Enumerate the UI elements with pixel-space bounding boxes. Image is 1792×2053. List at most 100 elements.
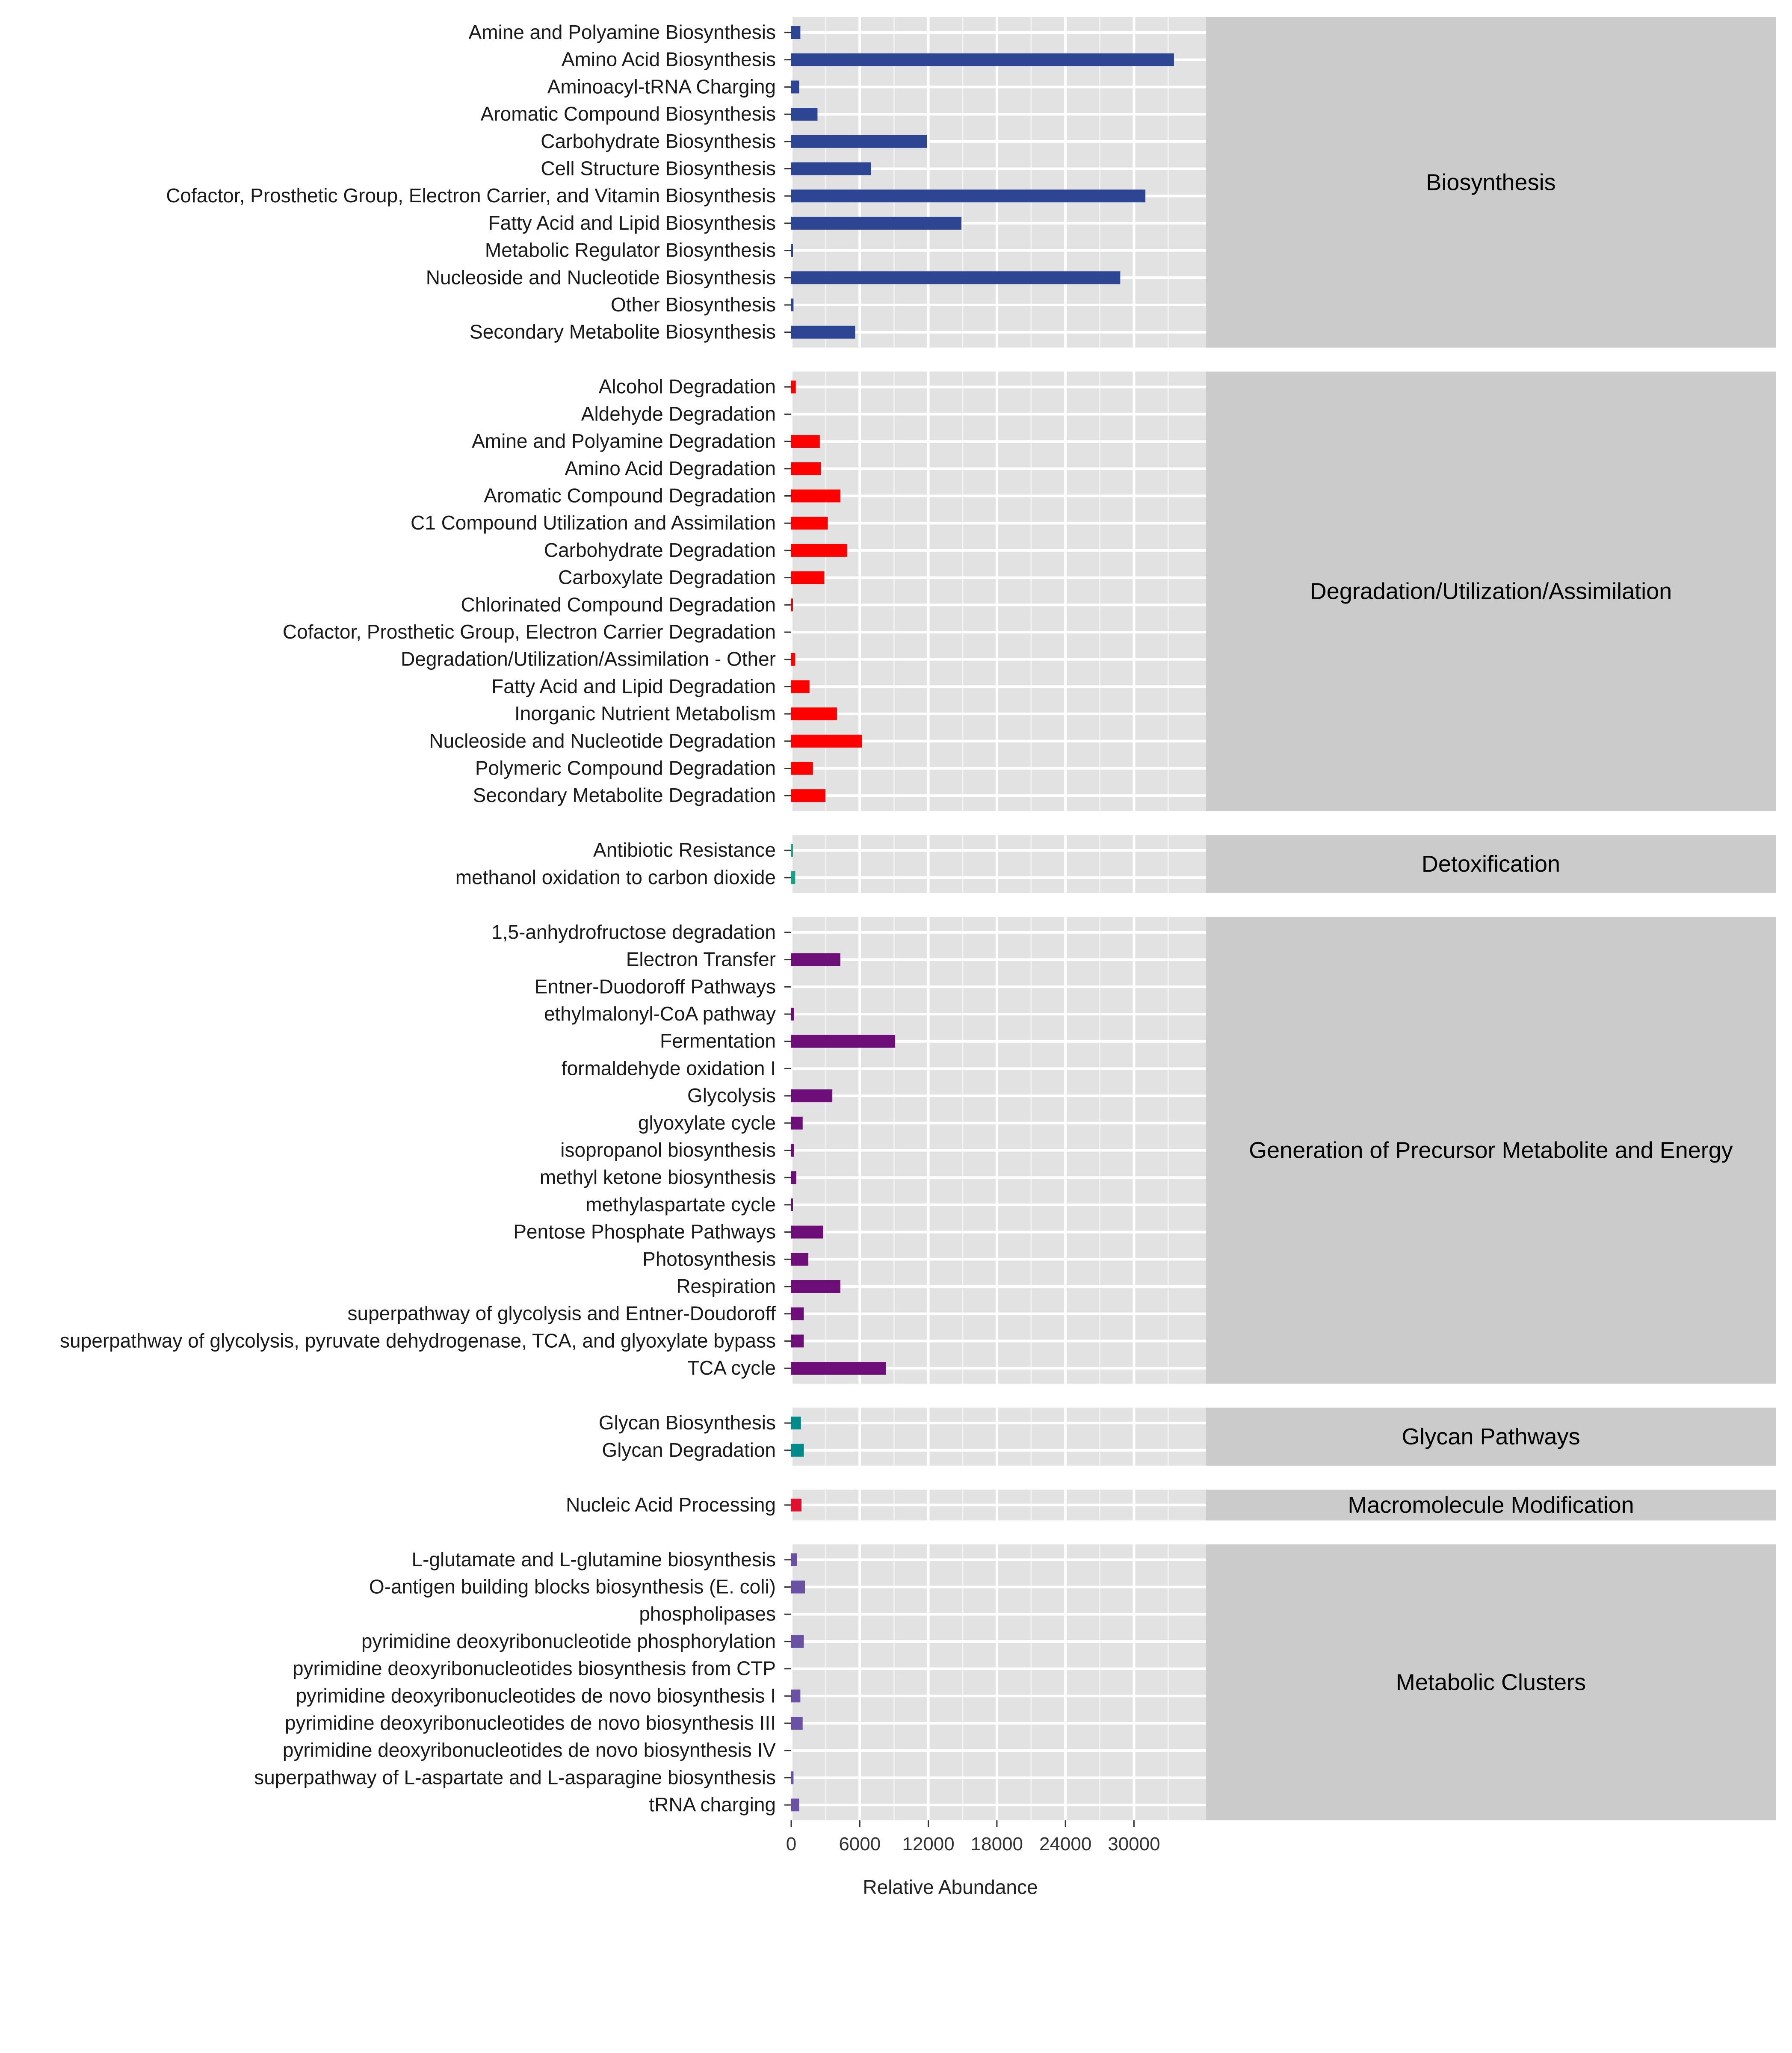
category-label: methyl ketone biosynthesis (540, 1166, 776, 1188)
category-label: Inorganic Nutrient Metabolism (515, 702, 776, 725)
x-tick-label: 0 (786, 1834, 796, 1855)
x-axis-title: Relative Abundance (863, 1876, 1038, 1898)
bar (791, 517, 828, 530)
bar (791, 1362, 886, 1375)
facet-panels: Biosynthesis Amine and Polyamine Biosynth… (60, 17, 1776, 1821)
bar (791, 80, 799, 94)
category-label: Aromatic Compound Biosynthesis (481, 103, 776, 125)
panel-background (791, 17, 1206, 348)
bar (791, 1717, 803, 1730)
category-label: formaldehyde oxidation I (562, 1057, 776, 1079)
category-label: Nucleoside and Nucleotide Biosynthesis (426, 266, 776, 288)
category-label: Electron Transfer (626, 948, 776, 970)
category-label: Photosynthesis (642, 1248, 776, 1270)
bar (791, 1008, 794, 1021)
category-label: phospholipases (639, 1603, 776, 1625)
bar (791, 216, 962, 230)
category-label: methanol oxidation to carbon dioxide (455, 866, 776, 888)
facet-strip-label: Detoxification (1422, 851, 1560, 877)
facet-strip-label: Degradation/Utilization/Assimilation (1310, 578, 1672, 604)
bar (791, 1580, 805, 1594)
category-label: Secondary Metabolite Degradation (473, 784, 776, 806)
bar (791, 762, 813, 775)
facet-strip (1206, 917, 1776, 1384)
facet-strip-label: Biosynthesis (1426, 169, 1555, 195)
category-label: Other Biosynthesis (611, 293, 776, 316)
bar (791, 844, 793, 857)
facet-panel: Detoxification Antibiotic Resistance metha… (455, 835, 1776, 893)
bar (791, 462, 821, 475)
category-label: Amino Acid Biosynthesis (562, 48, 776, 71)
facet-strip (1206, 1544, 1776, 1821)
bar (791, 189, 1146, 203)
category-label: Polymeric Compound Degradation (475, 757, 776, 779)
facet-panel: Generation of Precursor Metabolite and E… (60, 917, 1776, 1384)
bar (791, 871, 795, 884)
category-label: Pentose Phosphate Pathways (513, 1221, 776, 1243)
category-label: isopropanol biosynthesis (560, 1139, 776, 1161)
bar (791, 1799, 799, 1812)
facet-strip-label: Glycan Pathways (1402, 1424, 1580, 1450)
category-label: Metabolic Regulator Biosynthesis (485, 239, 776, 261)
x-tick-label: 12000 (902, 1834, 954, 1855)
category-label: Amine and Polyamine Degradation (472, 430, 776, 452)
category-label: Fatty Acid and Lipid Degradation (491, 675, 776, 697)
bar (791, 135, 927, 148)
category-label: Glycolysis (687, 1084, 776, 1106)
category-label: pyrimidine deoxyribonucleotides de novo … (285, 1712, 776, 1734)
bar (791, 380, 796, 393)
category-label: Carbohydrate Degradation (544, 539, 776, 561)
category-label: Respiration (676, 1275, 776, 1297)
bar (791, 26, 801, 39)
bar (791, 680, 810, 693)
facet-panel: Degradation/Utilization/Assimilation Alco… (283, 371, 1776, 811)
bar (791, 1144, 794, 1157)
category-label: Chlorinated Compound Degradation (461, 593, 776, 615)
x-tick-label: 30000 (1108, 1834, 1160, 1855)
category-label: Secondary Metabolite Biosynthesis (470, 321, 776, 343)
category-label: glyoxylate cycle (638, 1112, 776, 1134)
category-label: superpathway of L-aspartate and L-aspara… (254, 1766, 776, 1788)
panel-background (791, 835, 1206, 893)
category-label: Glycan Degradation (602, 1439, 776, 1461)
category-label: Cell Structure Biosynthesis (541, 157, 776, 180)
category-label: pyrimidine deoxyribonucleotide phosphory… (361, 1630, 776, 1652)
category-label: pyrimidine deoxyribonucleotides biosynth… (293, 1657, 776, 1680)
facet-strip-label: Metabolic Clusters (1396, 1669, 1586, 1695)
category-label: 1,5-anhydrofructose degradation (491, 921, 776, 943)
bar (791, 1035, 896, 1048)
bar (791, 1253, 809, 1266)
category-label: Amine and Polyamine Biosynthesis (469, 21, 776, 43)
category-label: Fermentation (660, 1030, 776, 1052)
category-label: Carbohydrate Biosynthesis (541, 130, 776, 152)
category-label: Entner-Duodoroff Pathways (535, 975, 776, 997)
x-tick-label: 18000 (971, 1834, 1023, 1855)
facet-panel: Biosynthesis Amine and Polyamine Biosynth… (166, 17, 1776, 348)
facet-strip (1206, 17, 1776, 348)
panel-background (791, 1408, 1206, 1466)
category-label: superpathway of glycolysis, pyruvate deh… (60, 1329, 776, 1352)
bar (791, 544, 847, 557)
facet-panel: Macromolecule Modification Nucleic Acid P… (566, 1489, 1776, 1521)
category-label: Cofactor, Prosthetic Group, Electron Car… (283, 621, 776, 643)
facet-strip-label: Macromolecule Modification (1348, 1492, 1634, 1518)
category-label: superpathway of glycolysis and Entner-Do… (348, 1302, 776, 1325)
category-label: Nucleoside and Nucleotide Degradation (429, 730, 776, 752)
facet-panel: Glycan Pathways Glycan Biosynthesis Glycan… (599, 1408, 1776, 1466)
bar (791, 789, 826, 802)
bar (791, 325, 855, 339)
bar (791, 108, 818, 121)
category-label: Fatty Acid and Lipid Biosynthesis (488, 212, 776, 234)
facet-panel: Metabolic Clusters L-glutamate and L-glut… (254, 1544, 1776, 1821)
category-label: pyrimidine deoxyribonucleotides de novo … (283, 1739, 776, 1761)
facet-strip (1206, 371, 1776, 811)
facet-strip-label: Generation of Precursor Metabolite and E… (1249, 1138, 1733, 1163)
bar (791, 489, 840, 503)
category-label: C1 Compound Utilization and Assimilation (411, 512, 776, 534)
category-label: Antibiotic Resistance (593, 839, 776, 861)
bar (791, 1225, 823, 1239)
category-label: Alcohol Degradation (599, 376, 776, 398)
category-label: Degradation/Utilization/Assimilation - O… (401, 648, 776, 670)
bar (791, 571, 825, 584)
